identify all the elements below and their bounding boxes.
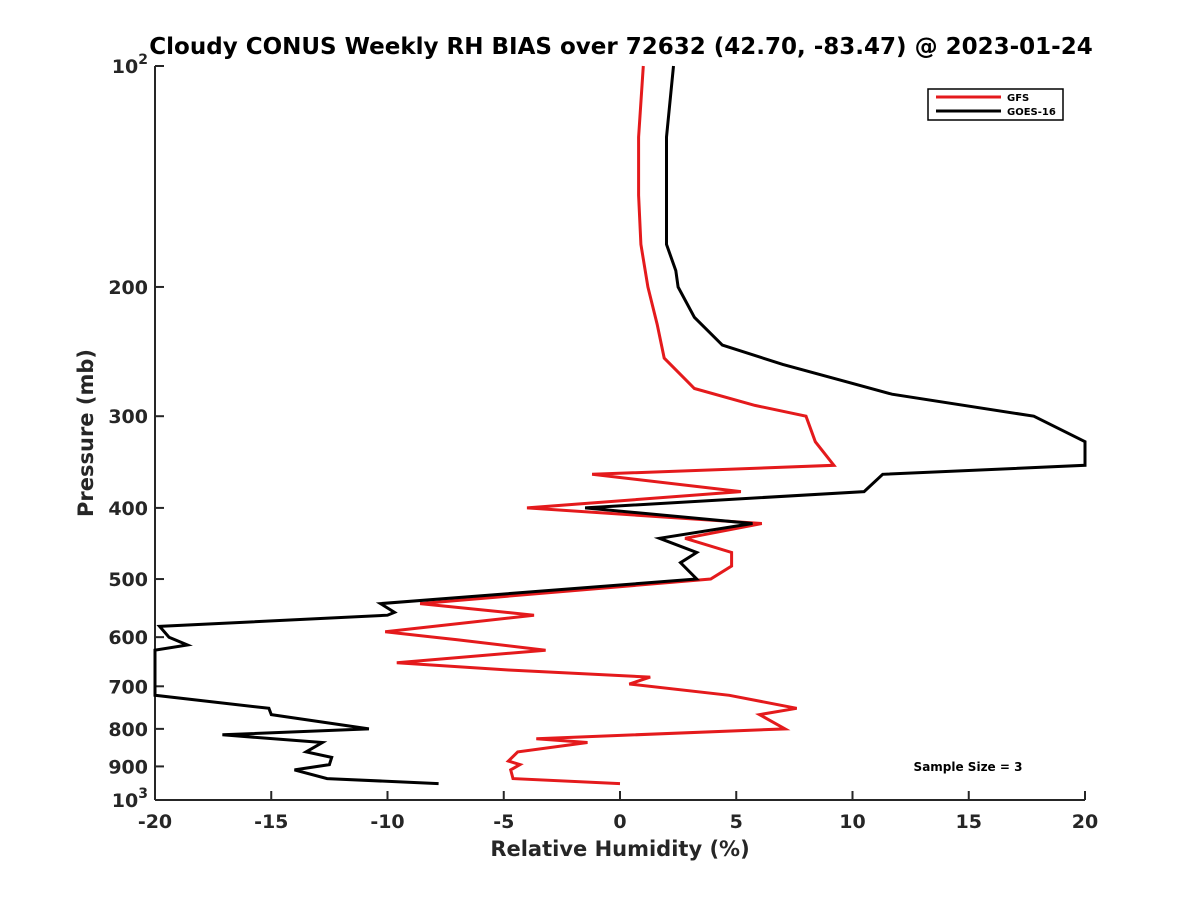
x-tick-label: 20 [1072, 811, 1098, 833]
legend-label-gfs: GFS [1007, 93, 1029, 104]
y-tick-label-base: 10 [112, 56, 138, 78]
x-tick-label: 0 [613, 811, 626, 833]
y-tick-label: 400 [108, 498, 148, 520]
y-tick-label: 600 [108, 627, 148, 649]
y-tick-label: 102 [112, 52, 148, 78]
series-line-gfs [385, 65, 837, 786]
x-axis-label: Relative Humidity (%) [490, 837, 749, 861]
series-line-goes16 [153, 65, 1087, 786]
chart-title: Cloudy CONUS Weekly RH BIAS over 72632 (… [149, 34, 1092, 60]
series-layer [153, 65, 1087, 786]
legend-label-goes16: GOES-16 [1007, 107, 1056, 118]
x-tick-label: 5 [730, 811, 743, 833]
x-tick-label: -20 [138, 811, 172, 833]
y-tick-label: 900 [108, 756, 148, 778]
y-tick-label: 300 [108, 406, 148, 428]
x-tick-label: -5 [493, 811, 514, 833]
sample-size-annotation: Sample Size = 3 [914, 760, 1023, 774]
y-tick-label: 500 [108, 569, 148, 591]
y-tick-label: 200 [108, 277, 148, 299]
y-tick-label: 103 [112, 786, 148, 812]
y-tick-label: 700 [108, 676, 148, 698]
legend: GFS GOES-16 [927, 88, 1064, 121]
x-tick-label: 15 [956, 811, 982, 833]
legend-box [927, 88, 1064, 121]
y-axis-label: Pressure (mb) [74, 349, 98, 517]
y-tick-label-exponent: 2 [138, 52, 148, 68]
x-tick-label: -15 [254, 811, 288, 833]
y-tick-label-exponent: 3 [138, 786, 148, 802]
y-tick-label: 800 [108, 719, 148, 741]
x-ticks: -20 -15 -10 -5 0 5 10 15 20 [138, 791, 1098, 833]
x-tick-label: 10 [839, 811, 865, 833]
y-tick-label-base: 10 [112, 790, 138, 812]
x-tick-label: -10 [370, 811, 404, 833]
